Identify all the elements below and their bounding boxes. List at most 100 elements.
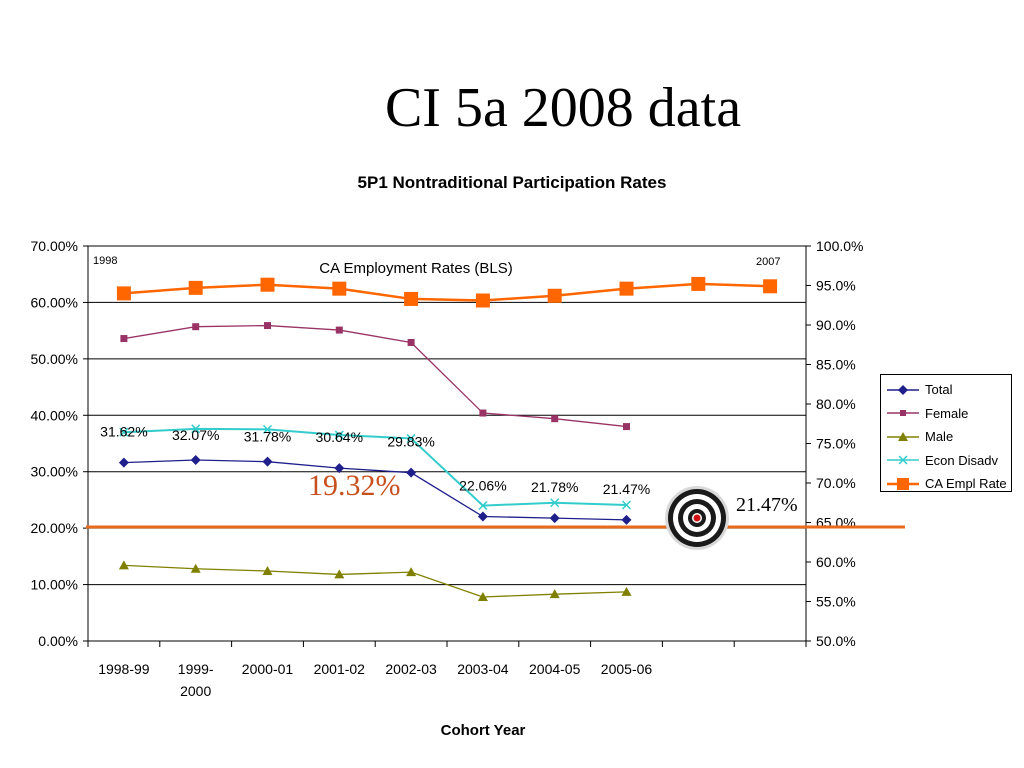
data-point-male [118,560,129,570]
data-point-total [406,467,417,478]
series-line-female [123,324,627,428]
target-value-annotation: 21.47% [736,494,798,516]
x-tick-label: 1999- [178,661,214,677]
data-point-female [407,338,415,346]
left-tick-label: 10.00% [31,577,78,593]
left-tick-label: 30.00% [31,464,78,480]
data-point-total [477,511,488,522]
slide-title: CI 5a 2008 data [384,77,742,139]
right-tick-label: 60.0% [816,554,856,570]
legend-label: Female [925,405,969,421]
legend-swatch [887,455,919,465]
axes-layer: 0.00% 10.00% 20.00% 30.00% 40.00% 50.00% 60.00… [31,238,864,699]
legend-item: Total [885,378,1011,402]
legend-item: Female [885,402,1011,426]
right-tick-label: 70.0% [816,475,856,491]
data-point-total [190,455,201,466]
data-label-total: 30.64% [316,429,363,445]
legend-swatch [887,410,919,417]
data-point-total [549,513,560,524]
data-point-ca [188,280,203,295]
legend-swatch-marker [900,410,906,417]
data-point-econ [119,427,129,437]
series-line-ca [123,282,771,302]
labels-layer: 31.62% 32.07% 31.78% 30.64% 29.83% 22.06% 21.7… [100,424,650,497]
data-label-total: 21.47% [603,481,650,497]
data-point-econ [550,498,560,508]
x-marker-stroke [550,498,560,508]
x-marker-stroke [478,501,488,511]
x-marker-stroke [621,500,632,510]
data-point-ca [547,288,562,303]
data-label-total: 32.07% [172,427,219,443]
left-tick-label: 50.00% [31,351,78,367]
legend-label: Total [925,382,953,398]
x-marker-stroke [262,424,273,434]
grid-layer [87,245,807,642]
plot-frame [87,245,807,642]
left-tick-label: 70.00% [31,238,78,254]
bls-label: CA Employment Rates (BLS) [319,260,512,277]
data-point-total [334,463,345,474]
legend-item: CA Empl Rate [885,472,1011,496]
big-value-annotation: 19.32% [308,469,401,502]
x-tick-label: 2004-05 [529,661,581,677]
left-tick-label: 40.00% [31,407,78,423]
data-point-ca [332,281,347,296]
series-line-total [123,459,627,521]
right-tick-label: 55.0% [816,594,856,610]
data-point-econ [406,433,416,443]
series-line-econ [123,427,627,507]
data-label-total: 22.06% [459,478,506,494]
data-point-male [334,569,345,579]
data-label-total: 31.78% [244,429,291,445]
x-tick-label: 2003-04 [457,661,509,677]
legend-swatch [887,431,919,441]
right-tick-label: 95.0% [816,278,856,294]
legend-swatch-marker [898,455,908,465]
data-label-total: 29.83% [387,434,434,450]
right-tick-label: 75.0% [816,436,856,452]
data-point-econ [191,424,201,434]
data-point-female [264,322,271,330]
legend-item: Male [885,425,1011,449]
lines-layer [86,282,905,598]
x-tick-label: 2000 [180,683,211,699]
legend-swatch-marker [897,477,909,490]
legend-swatch [887,477,919,490]
data-point-male [477,591,488,601]
left-tick-label: 0.00% [38,633,78,649]
legend-item: Econ Disadv [885,449,1011,473]
data-point-ca [260,277,275,292]
data-point-male [549,589,560,599]
right-tick-label: 90.0% [816,317,856,333]
right-tick-label: 50.0% [816,633,856,649]
chart-title: 5P1 Nontraditional Participation Rates [357,173,667,192]
data-point-ca [619,281,634,296]
right-tick-label: 85.0% [816,357,856,373]
data-point-female [623,423,630,431]
left-tick-label: 60.00% [31,294,78,310]
legend: Total Female Male Econ Disadv CA Empl Rate [880,374,1012,492]
legend-label: Econ Disadv [925,452,998,468]
data-point-total [621,514,632,525]
data-point-female [479,409,487,417]
data-point-ca [691,276,706,291]
x-marker-stroke [334,430,344,440]
data-point-econ [334,430,344,440]
x-tick-label: 1998-99 [98,661,150,677]
legend-swatch-marker [898,431,908,441]
x-axis-title: Cohort Year [441,722,526,739]
data-point-male [621,586,632,596]
data-point-female [120,335,128,343]
data-point-total [118,457,129,468]
left-tick-label: 20.00% [31,520,78,536]
year-end-label: 2007 [756,256,780,268]
right-tick-label: 80.0% [816,396,856,412]
legend-label: Male [925,429,954,445]
legend-swatch [887,384,919,395]
legend-label: CA Empl Rate [925,476,1007,492]
data-point-female [335,326,343,334]
x-tick-label: 2005-06 [601,661,653,677]
legend-swatch-marker [898,384,908,395]
